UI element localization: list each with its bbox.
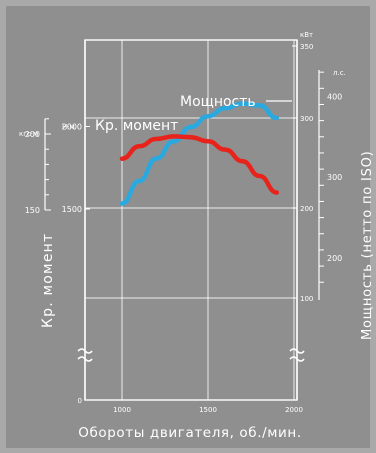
left-axis-ticks-nm: 1500 2000	[62, 123, 90, 214]
gridlines	[85, 40, 297, 400]
series-label-power: Мощность	[180, 94, 256, 110]
right-kw-tick-label: 350	[300, 43, 313, 51]
left-nm-tick-label: 1500	[62, 205, 82, 214]
series-line-torque	[119, 134, 280, 195]
right-axis-ticks-kw: 100 200 300 350	[292, 43, 313, 303]
right-unit-hp: л.с.	[333, 69, 346, 77]
x-axis-title: Обороты двигателя, об./мин.	[78, 425, 302, 441]
right-hp-tick-label: 300	[327, 173, 342, 182]
left-kgfm-tick-label: 150	[25, 206, 40, 215]
left-unit-nm: Н·м	[62, 123, 75, 131]
chart-background	[6, 6, 370, 448]
x-axis-ticks: 1000 1500 2000 0	[78, 397, 303, 414]
x-tick-label: 1000	[113, 406, 131, 414]
series-label-torque: Кр. момент	[95, 118, 178, 134]
origin-tick-label: 0	[78, 397, 82, 405]
right-axis-hp: 200 300 400	[318, 70, 342, 300]
x-tick-label: 1500	[199, 406, 217, 414]
right-hp-tick-label: 400	[327, 92, 342, 101]
right-kw-tick-label: 300	[300, 115, 313, 123]
left-axis-kgfm: 150 200	[25, 118, 51, 215]
left-nm-tick-label: 2000	[62, 123, 82, 132]
axis-break-left	[77, 348, 93, 362]
right-kw-tick-label: 200	[300, 205, 313, 213]
left-unit-kgfm: кгс·м	[19, 130, 38, 138]
right-kw-tick-label: 100	[300, 295, 313, 303]
right-hp-tick-label: 200	[327, 254, 342, 263]
left-axis-title: Кр. момент	[40, 233, 56, 328]
axis-break-right	[289, 348, 305, 362]
right-unit-kw: кВт	[300, 31, 313, 39]
right-axis-title: Мощность (нетто по ISO)	[360, 150, 375, 340]
left-kgfm-tick-label: 200	[25, 130, 40, 139]
series-line-power	[119, 101, 280, 206]
x-tick-label: 2000	[285, 406, 303, 414]
